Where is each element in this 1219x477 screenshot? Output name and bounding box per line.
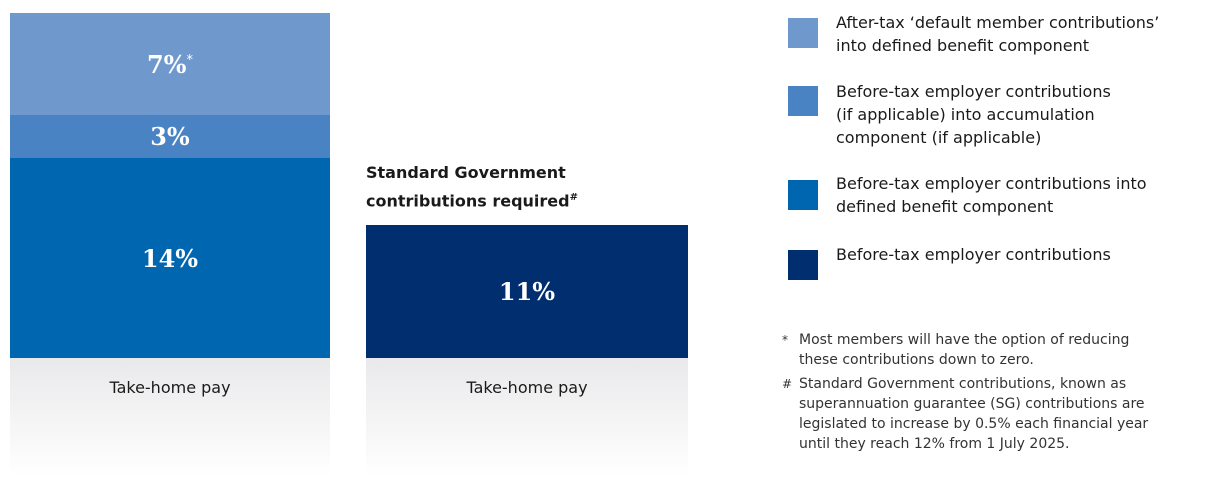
block-label: 11% — [498, 277, 556, 306]
footnote: # Standard Government contributions, know… — [782, 374, 1148, 454]
legend-swatch — [788, 180, 818, 210]
legend-item: Before-tax employer contributions into de… — [836, 172, 1147, 218]
note-mark: * — [186, 52, 194, 68]
legend-swatch — [788, 18, 818, 48]
footnote-mark: # — [782, 377, 793, 391]
title-mark: # — [569, 192, 578, 203]
block: 7% * — [10, 13, 330, 115]
block: 11% — [366, 225, 688, 358]
block-label: 7% — [146, 49, 187, 79]
legend-line: component (if applicable) — [836, 128, 1042, 147]
title-text: Standard Government contributions requir… — [366, 163, 570, 211]
legend-item: Before-tax employer contributions — [836, 243, 1111, 266]
block-label: 14% — [141, 243, 199, 273]
legend-swatch — [788, 86, 818, 116]
base-label: Take-home pay — [10, 358, 330, 476]
legend-line: Before-tax employer contributions into — [836, 174, 1147, 193]
footnote-mark: * — [782, 333, 788, 347]
column-title: Standard Government contributions requir… — [366, 160, 666, 213]
legend-line: Before-tax employer contributions — [836, 82, 1111, 101]
footnote: * Most members will have the option of re… — [782, 330, 1129, 370]
block-label: 3% — [150, 122, 190, 151]
legend-line: Before-tax employer contributions — [836, 245, 1111, 264]
footnote-line: these contributions down to zero. — [799, 352, 1034, 368]
legend-line: defined benefit component — [836, 197, 1054, 216]
legend-item: Before-tax employer contributions (if app… — [836, 80, 1111, 149]
footnote-line: Standard Government contributions, known… — [799, 376, 1127, 392]
legend-swatch — [788, 250, 818, 280]
footnote-line: until they reach 12% from 1 July 2025. — [799, 436, 1070, 452]
block: 14% — [10, 158, 330, 358]
block: 3% — [10, 115, 330, 158]
legend-item: After-tax ‘default member contributions’… — [836, 11, 1159, 57]
legend-line: After-tax ‘default member contributions’ — [836, 13, 1160, 32]
footnote-line: Most members will have the option of red… — [799, 332, 1130, 348]
legend-line: (if applicable) into accumulation — [836, 105, 1095, 124]
footnote-line: legislated to increase by 0.5% each fina… — [799, 416, 1149, 432]
footnote-line: superannuation guarantee (SG) contributi… — [799, 396, 1145, 412]
legend-line: into defined benefit component — [836, 36, 1089, 55]
base-label: Take-home pay — [366, 358, 688, 476]
